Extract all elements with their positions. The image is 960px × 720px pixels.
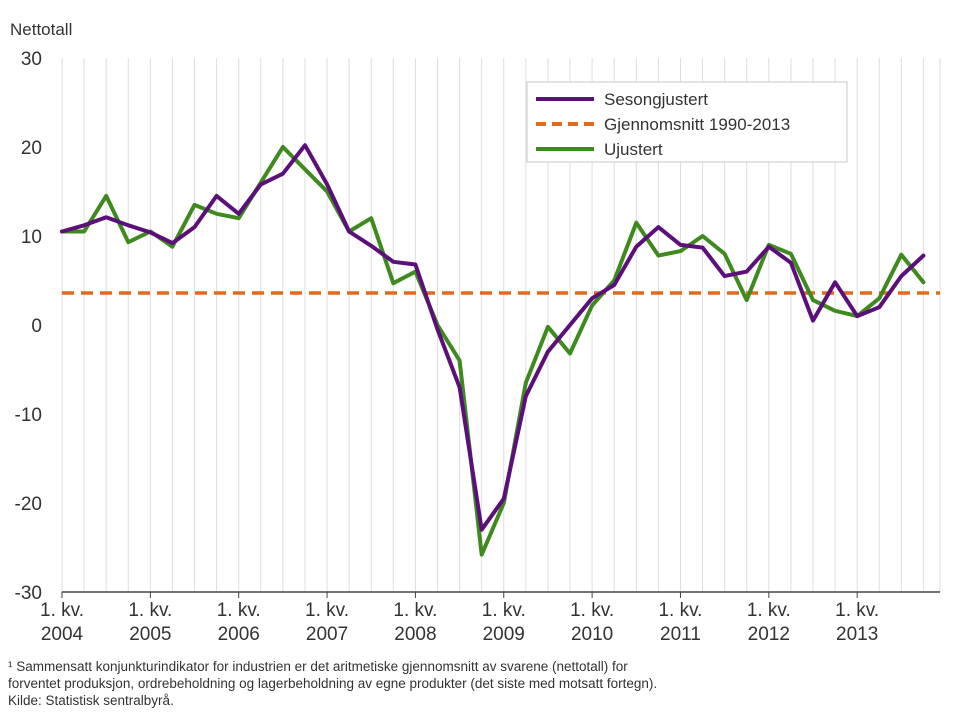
x-tick-label: 1. kv.	[747, 600, 791, 621]
x-tick-label: 2011	[660, 624, 701, 645]
footnote-line-3: Kilde: Statistisk sentralbyrå.	[8, 693, 174, 708]
x-tick-label: 1. kv.	[217, 600, 261, 621]
x-tick-label: 2008	[394, 624, 436, 645]
footnote: ¹ Sammensatt konjunkturindikator for ind…	[8, 658, 953, 709]
y-tick-label: 10	[21, 227, 42, 248]
x-tick-label: 1. kv.	[393, 600, 437, 621]
legend-label: Ujustert	[604, 140, 663, 159]
series-ujustert-line	[60, 145, 926, 557]
x-tick-label: 2010	[571, 624, 613, 645]
y-tick-label: -30	[15, 583, 42, 604]
footnote-line-2: forventet produksjon, ordrebeholdning og…	[8, 676, 658, 691]
x-tick-label: 1. kv.	[40, 600, 84, 621]
x-tick-label: 1. kv.	[658, 600, 702, 621]
series-sesongjustert-line	[60, 143, 926, 532]
y-tick-label: -20	[15, 494, 42, 515]
x-tick-label: 1. kv.	[835, 600, 879, 621]
legend-label: Gjennomsnitt 1990-2013	[604, 115, 790, 134]
x-tick-label: 1. kv.	[305, 600, 349, 621]
x-tick-label: 2006	[218, 624, 260, 645]
x-tick-label: 2004	[41, 624, 84, 645]
legend-label: Sesongjustert	[604, 90, 708, 109]
y-tick-labels: 30 20 10 0 -10 -20 -30	[15, 49, 42, 604]
footnote-line-1: ¹ Sammensatt konjunkturindikator for ind…	[8, 659, 628, 674]
y-tick-label: 20	[21, 138, 42, 159]
x-tick-label: 1. kv.	[570, 600, 614, 621]
x-tick-label: 2007	[306, 624, 348, 645]
x-tick-label: 1. kv.	[128, 600, 172, 621]
x-tick-label: 1. kv.	[482, 600, 526, 621]
x-tick-label: 2013	[836, 624, 878, 645]
x-tick-label: 2005	[129, 624, 171, 645]
x-tick-labels: 1. kv. 2004 1. kv. 2005 1. kv. 2006 1. kv. 2007…	[40, 592, 879, 645]
y-axis-label: Nettotall	[10, 20, 72, 39]
series-layer	[60, 143, 940, 557]
x-tick-label: 2012	[748, 624, 790, 645]
legend: Sesongjustert Gjennomsnitt 1990-2013 Ujust…	[526, 81, 848, 163]
y-tick-label: 0	[31, 316, 42, 337]
y-tick-label: 30	[21, 49, 42, 70]
y-tick-label: -10	[15, 405, 42, 426]
x-tick-label: 2009	[483, 624, 525, 645]
